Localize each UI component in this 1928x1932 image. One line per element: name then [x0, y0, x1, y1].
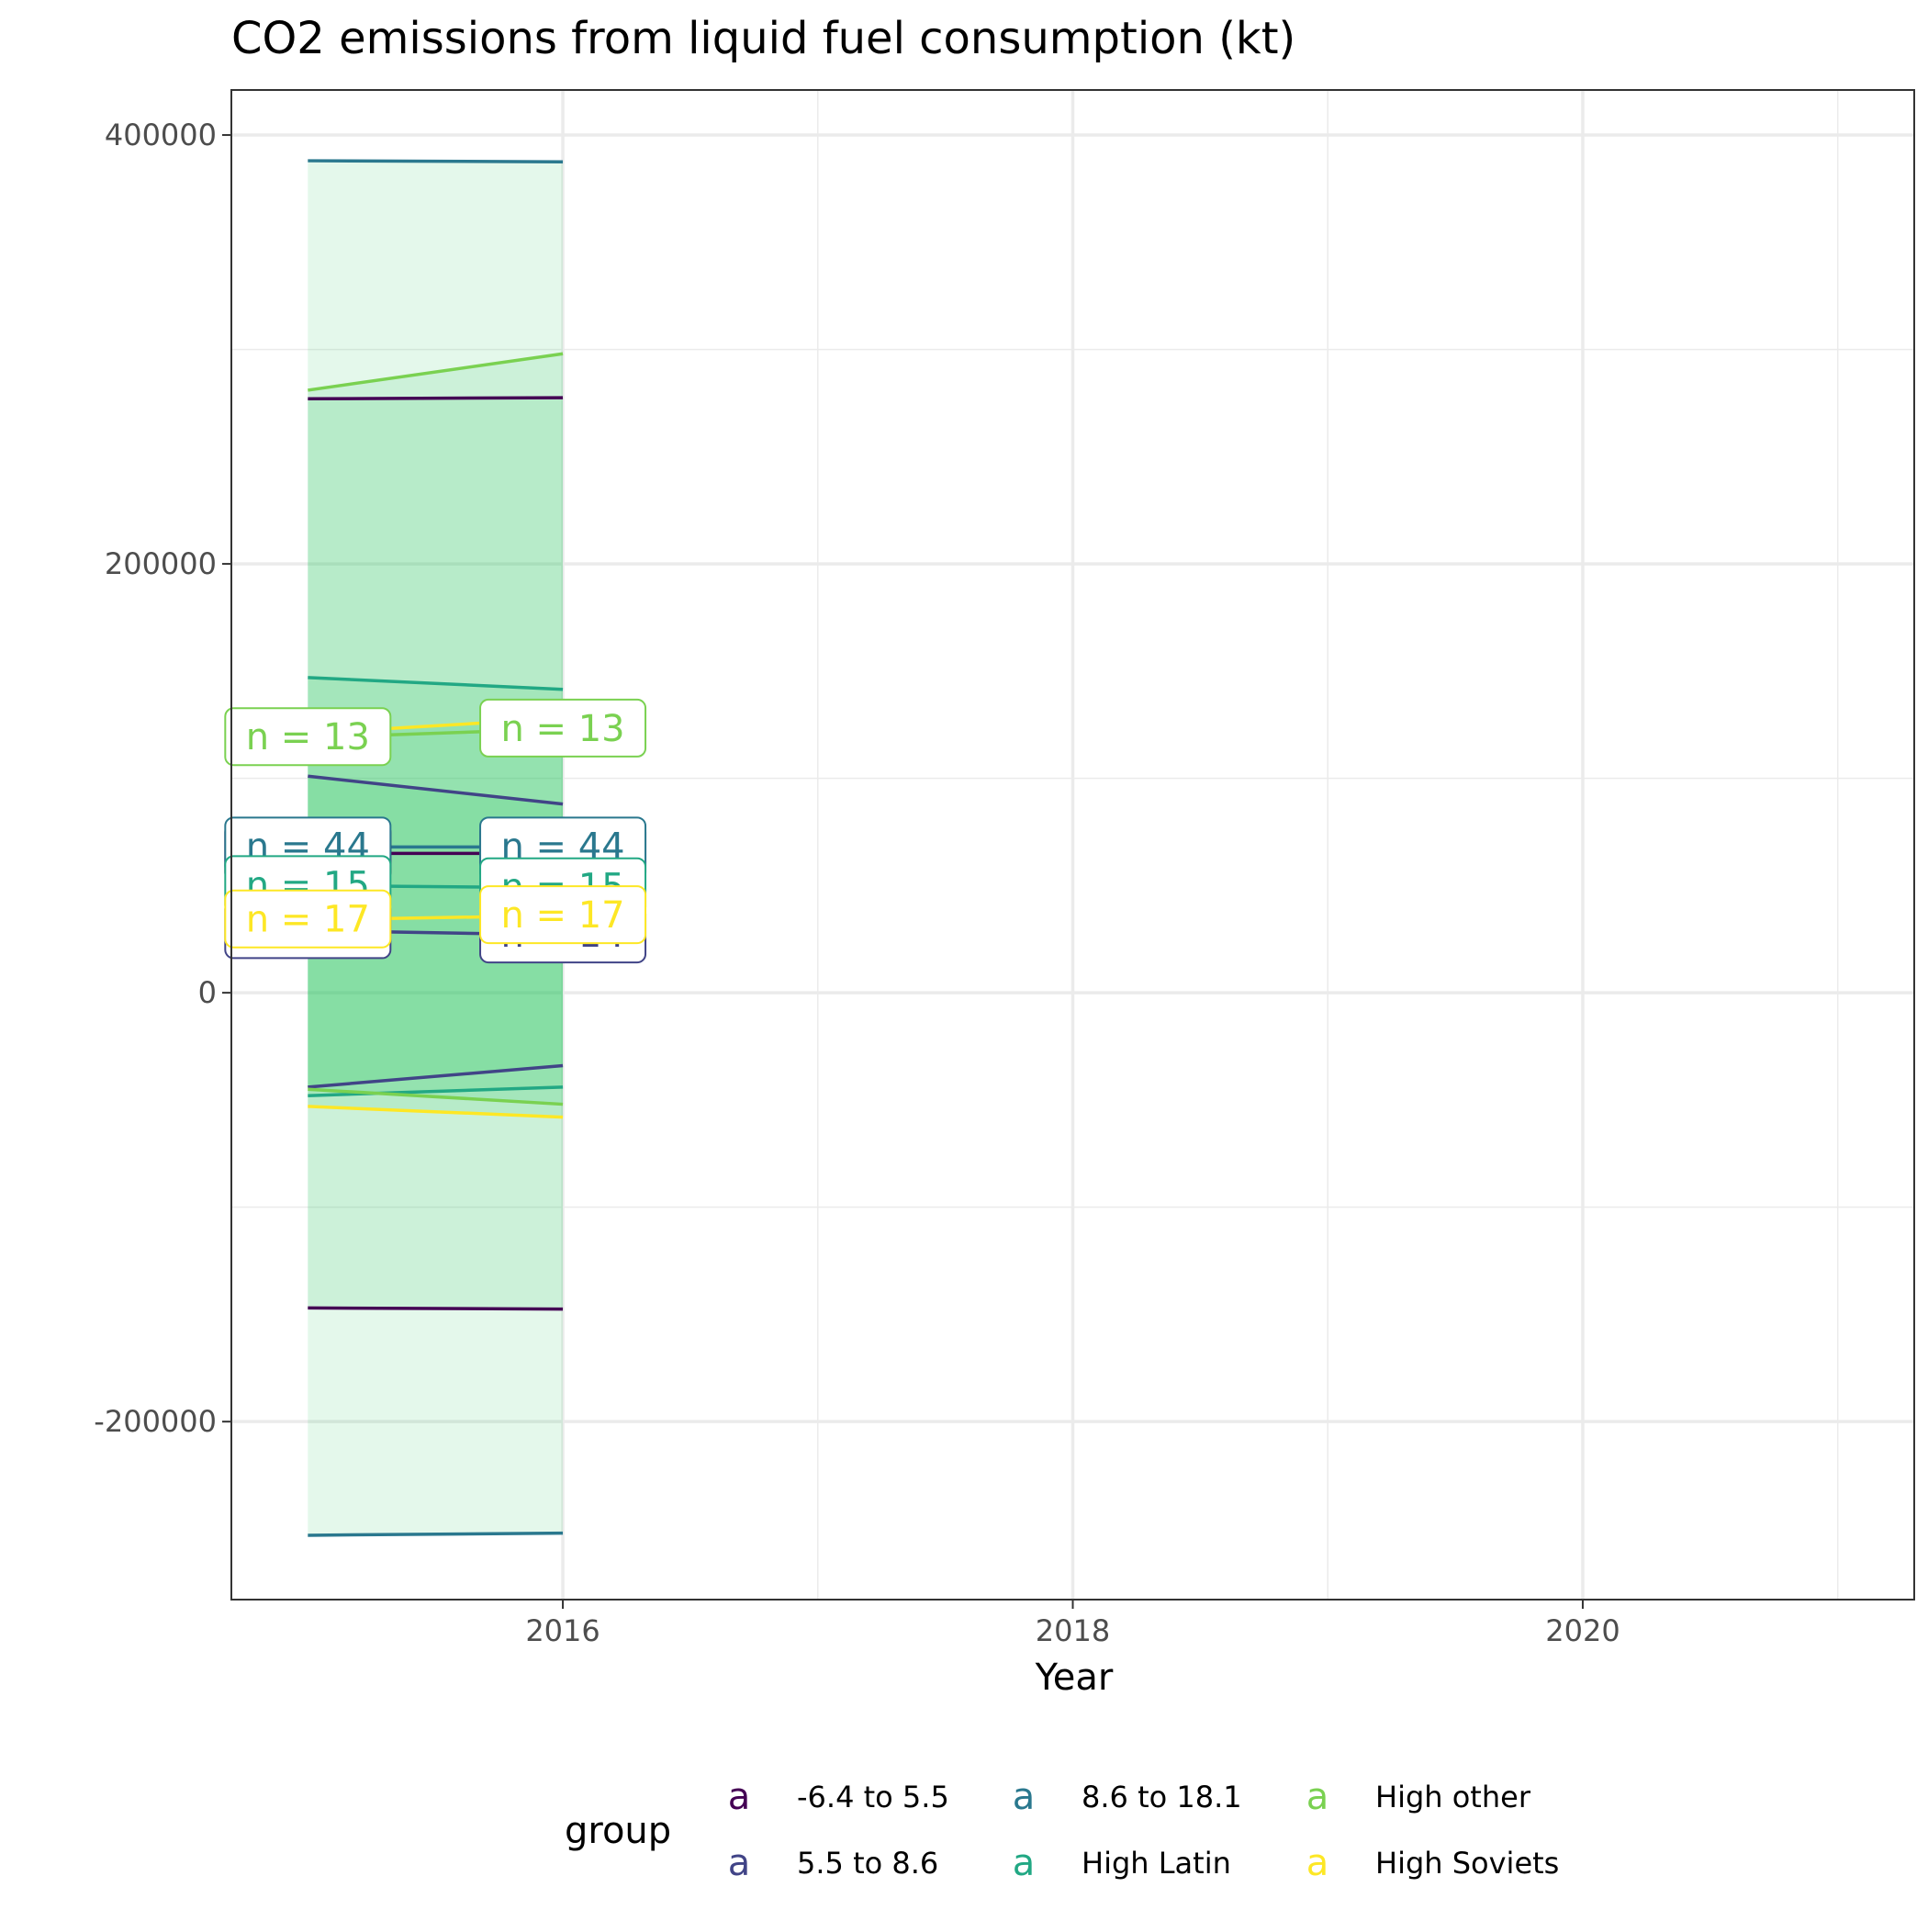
x-tick-label: 2020 — [1545, 1613, 1620, 1648]
x-axis-title: Year — [1035, 1657, 1114, 1699]
legend-label: High other — [1375, 1780, 1531, 1814]
series-4-upper-line — [308, 352, 564, 392]
series-1-lower-line — [308, 1063, 564, 1089]
series-0-upper-line — [308, 396, 564, 401]
legend-title: group — [565, 1810, 671, 1852]
data-label-text: n = 17 — [246, 899, 370, 941]
legend-key-glyph: a — [1306, 1842, 1329, 1884]
legend-item: a High Soviets — [1306, 1842, 1560, 1884]
y-tick-label: -200000 — [94, 1404, 217, 1439]
series-3-upper-line — [308, 676, 564, 691]
legend-label: High Latin — [1082, 1846, 1231, 1881]
series-0-lower-line — [308, 1306, 564, 1311]
grid-layer — [231, 90, 1914, 1600]
data-label: n = 13 — [224, 707, 392, 767]
legend-item: a High Latin — [1013, 1842, 1231, 1884]
y-tick-label: 400000 — [105, 118, 217, 152]
series-3-lower-line — [308, 1085, 564, 1097]
legend-item: a High other — [1306, 1776, 1531, 1818]
y-tick-label: 0 — [198, 975, 217, 1010]
series-2-upper-line — [308, 159, 564, 163]
data-label: n = 13 — [479, 698, 647, 758]
chart-title: CO2 emissions from liquid fuel consumpti… — [231, 13, 1295, 64]
data-label: n = 17 — [479, 885, 647, 945]
series-2-lower-line — [308, 1531, 564, 1537]
y-tick-label: 200000 — [105, 546, 217, 581]
legend-key-glyph: a — [728, 1776, 751, 1818]
legend-item: a 5.5 to 8.6 — [728, 1842, 939, 1884]
data-label-text: n = 17 — [500, 894, 624, 937]
legend-label: High Soviets — [1375, 1846, 1559, 1881]
data-label-text: n = 13 — [246, 716, 370, 758]
legend-item: a -6.4 to 5.5 — [728, 1776, 949, 1818]
axes: 2016 2018 2020 -200000 0 200000 400000 — [94, 118, 1620, 1648]
series-1-upper-line — [308, 774, 564, 806]
legend-item: a 8.6 to 18.1 — [1013, 1776, 1242, 1818]
legend-key-glyph: a — [1013, 1842, 1036, 1884]
legend-key-glyph: a — [1013, 1776, 1036, 1818]
series-4-lower-line — [308, 1087, 564, 1106]
x-tick-label: 2016 — [525, 1613, 600, 1648]
legend: group a -6.4 to 5.5 a 5.5 to 8.6 a 8.6 to 18.… — [565, 1776, 1559, 1884]
series-5-lower-line — [308, 1105, 564, 1119]
data-label-text: n = 13 — [500, 708, 624, 750]
legend-key-glyph: a — [728, 1842, 751, 1884]
data-labels: n = 15n = 15n = 14n = 14n = 44n = 44n = … — [224, 698, 647, 964]
x-tick-label: 2018 — [1036, 1613, 1110, 1648]
legend-label: 8.6 to 18.1 — [1082, 1780, 1242, 1814]
legend-key-glyph: a — [1306, 1776, 1329, 1818]
legend-label: 5.5 to 8.6 — [797, 1846, 938, 1881]
data-label: n = 17 — [224, 889, 392, 949]
legend-label: -6.4 to 5.5 — [797, 1780, 949, 1814]
